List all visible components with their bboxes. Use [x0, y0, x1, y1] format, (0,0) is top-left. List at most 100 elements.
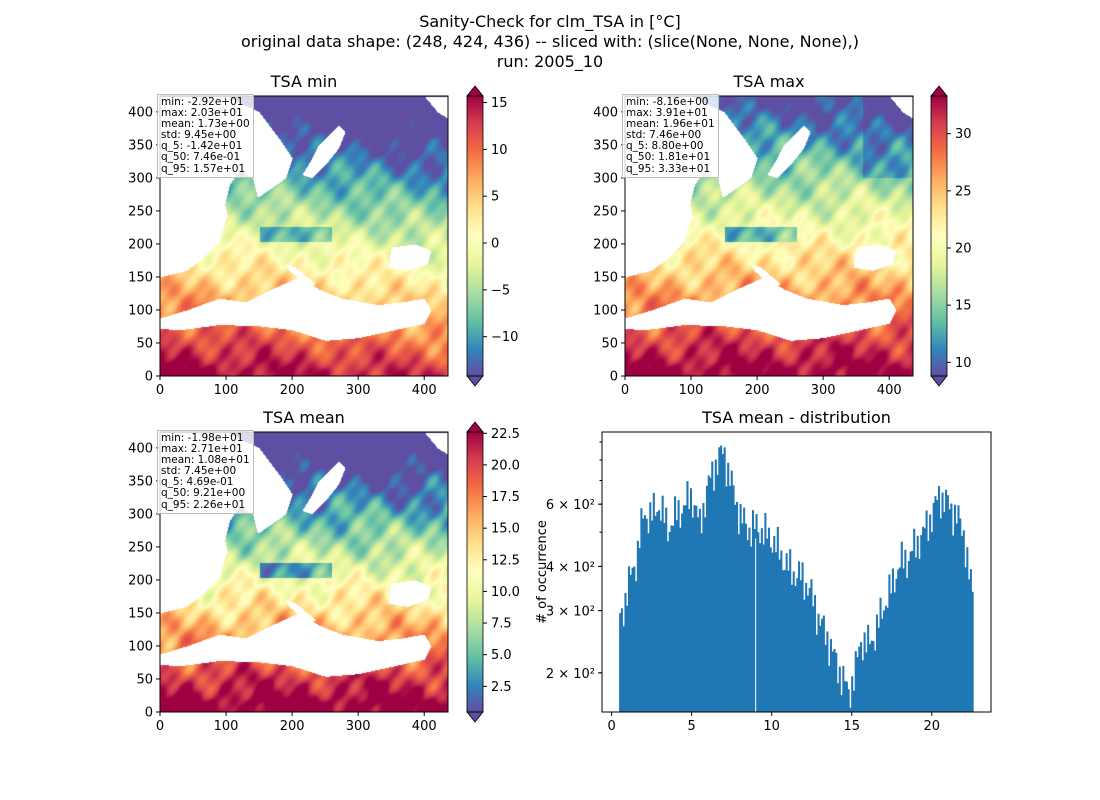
y-tick-label: 0: [145, 370, 153, 385]
histogram-bar: [897, 569, 900, 712]
histogram-bar: [964, 567, 967, 712]
colorbar-extend-min: [466, 375, 484, 387]
histogram-bar: [656, 511, 659, 712]
histogram-bar: [629, 574, 632, 712]
histogram-bar: [767, 527, 770, 712]
histogram-bar: [755, 514, 758, 712]
histogram-bar: [854, 651, 857, 712]
y-tick-label: 250: [593, 204, 618, 219]
histogram-bar: [803, 599, 806, 712]
histogram-bar: [930, 532, 933, 712]
stats-line: q_5: -1.42e+01: [161, 140, 243, 153]
stats-line: q_5: 8.80e+00: [626, 140, 704, 153]
histogram-bar: [945, 489, 948, 712]
histogram-bar: [833, 648, 836, 712]
y-tick-label: 300: [593, 171, 618, 186]
panel-title-max: TSA max: [733, 72, 805, 91]
histogram-bar: [875, 614, 879, 712]
histogram-bar: [923, 528, 926, 712]
colorbar-mean: 22.5 20.0 17.5 15.0 12.5 10.0 7.5 5.0 2.5: [466, 421, 520, 723]
y-tick-label: 300: [128, 507, 153, 522]
histogram-bar: [702, 503, 705, 712]
histogram-bar: [860, 642, 863, 712]
histogram-bar: [727, 462, 730, 712]
histogram-bar: [856, 657, 859, 712]
figure-title-line: run: 2005_10: [496, 52, 604, 71]
histogram-bar: [914, 557, 918, 712]
histogram-bar: [769, 547, 772, 712]
histogram-bar: [681, 513, 684, 712]
histogram-bar: [966, 547, 969, 712]
histogram-bar: [705, 485, 708, 712]
x-tick-label: 15: [843, 719, 860, 734]
histogram-bar: [922, 526, 925, 712]
y-tick-label: 50: [136, 672, 153, 687]
colorbar-tick-label: 12.5: [491, 553, 520, 568]
y-tick-label: 200: [128, 573, 153, 588]
x-tick-label: 200: [280, 383, 305, 398]
histogram-bar: [828, 665, 831, 712]
histogram-bar: [675, 520, 678, 712]
colorbar-tick-label: 5: [491, 190, 499, 205]
histogram-bar: [822, 615, 825, 712]
histogram-bar: [693, 505, 696, 712]
histogram-title: TSA mean - distribution: [702, 408, 891, 427]
histogram-bar: [626, 605, 629, 712]
histogram-bar: [801, 562, 804, 712]
colorbar-tick-label: 25: [955, 184, 972, 199]
colorbar-frame: [930, 95, 948, 377]
x-tick-label: 400: [412, 383, 437, 398]
figure-title-line: Sanity-Check for clm_TSA in [°C]: [419, 12, 681, 31]
map-axes-min: 0 100 200 300 400 0 50 100 150 200 250 300 350 400: [128, 95, 449, 398]
histogram-bar: [643, 515, 646, 712]
histogram-bar: [640, 508, 643, 712]
y-tick-label: 3 × 10²: [546, 605, 595, 620]
stats-line: mean: 1.08e+01: [161, 454, 250, 467]
colorbar-tick-label: 20.0: [491, 458, 520, 473]
histogram-bar: [918, 558, 921, 712]
histogram-bar: [845, 681, 848, 712]
histogram-bar: [734, 504, 737, 712]
histogram-bar: [826, 631, 829, 712]
histogram-bar: [953, 504, 956, 712]
histogram-bar: [934, 496, 937, 712]
y-tick-label: 200: [593, 237, 618, 252]
histogram-bar: [792, 571, 795, 712]
colorbar-tick-label: 10: [491, 143, 508, 158]
histogram-bar: [709, 477, 712, 712]
histogram-bar: [682, 505, 685, 712]
histogram-bar: [812, 606, 815, 712]
y-tick-label: 100: [593, 303, 618, 318]
histogram-bar: [960, 535, 964, 712]
x-tick-label: 100: [214, 383, 239, 398]
histogram-bar: [821, 618, 824, 712]
histogram-bar: [695, 505, 698, 712]
histogram-bar: [663, 522, 666, 712]
x-tick-label: 300: [346, 383, 371, 398]
y-tick-label: 6 × 10²: [546, 498, 595, 513]
histogram-bar: [771, 552, 774, 712]
histogram-bar: [707, 475, 710, 712]
histogram-bar: [728, 485, 732, 712]
histogram-bar: [622, 626, 625, 712]
y-tick-label: 400: [128, 441, 153, 456]
histogram-bar: [817, 613, 820, 712]
histogram-bar: [900, 541, 903, 712]
figure-title-line: original data shape: (248, 424, 436) -- …: [241, 32, 859, 51]
histogram-bar: [852, 690, 856, 712]
map-frame: [624, 95, 914, 377]
stats-line: mean: 1.96e+01: [626, 118, 715, 131]
histogram-bar: [743, 507, 746, 712]
histogram-bar: [798, 561, 801, 712]
histogram-bar: [700, 533, 703, 712]
histogram-bar: [838, 666, 841, 712]
histogram-bar: [925, 510, 928, 712]
map-axes-mean: 0 100 200 300 400 0 50 100 150 200 250 300 350 400: [128, 431, 449, 734]
histogram-bar: [711, 461, 714, 712]
histogram-bar: [796, 578, 799, 712]
histogram-bar: [627, 566, 631, 712]
histogram-bar: [941, 492, 944, 712]
histogram-bar: [913, 528, 916, 712]
x-tick-label: 200: [745, 383, 770, 398]
histogram-bar: [753, 528, 756, 712]
